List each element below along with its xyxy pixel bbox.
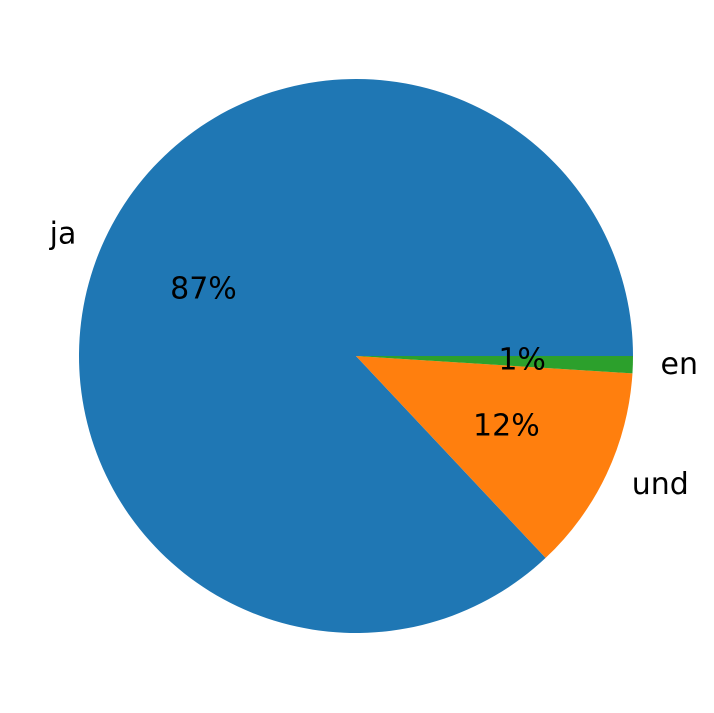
slice-label: ja xyxy=(49,216,77,251)
slice-label: en xyxy=(661,347,698,382)
pie-slice xyxy=(79,79,633,634)
percent-label: 12% xyxy=(473,408,540,443)
pie-slice xyxy=(356,356,633,374)
pie-slice xyxy=(356,356,633,558)
percent-label: 1% xyxy=(498,343,546,378)
percent-label: 87% xyxy=(170,271,237,306)
slice-label: und xyxy=(632,467,689,502)
